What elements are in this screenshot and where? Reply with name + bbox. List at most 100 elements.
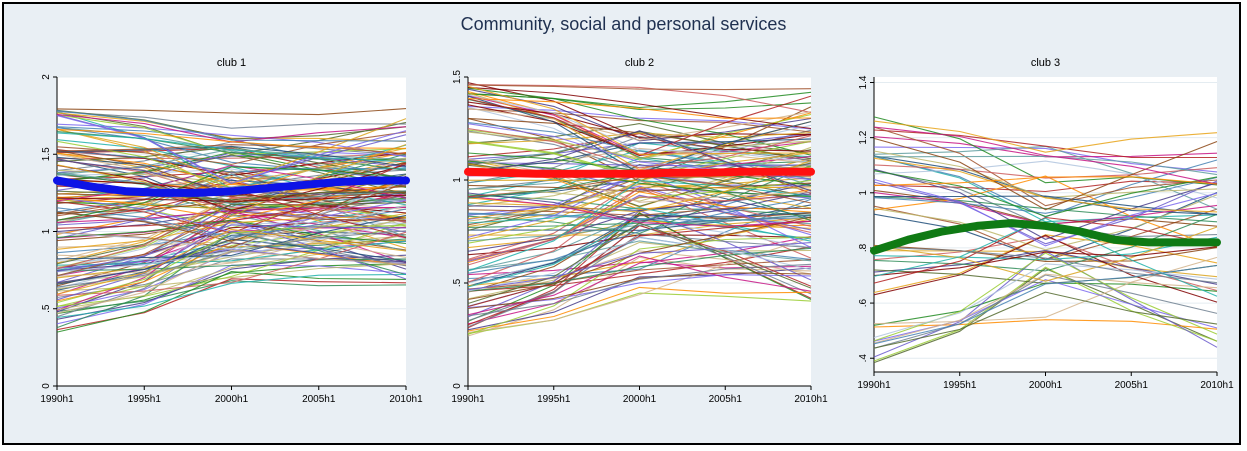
trajectory-line bbox=[467, 179, 812, 244]
trajectory-line bbox=[467, 222, 812, 305]
x-tick-label: 2005h1 bbox=[709, 394, 743, 405]
trajectory-line bbox=[56, 156, 407, 199]
trajectory-line bbox=[56, 153, 407, 203]
trajectory-line bbox=[467, 250, 812, 293]
trajectory-line bbox=[467, 214, 812, 242]
club-average-line bbox=[870, 219, 1221, 255]
trajectory-line bbox=[873, 126, 1218, 185]
trajectory-line bbox=[56, 242, 407, 284]
trajectory-line bbox=[467, 212, 812, 222]
trajectory-line bbox=[873, 168, 1218, 240]
trajectory-line bbox=[56, 112, 407, 143]
trajectory-line bbox=[56, 220, 407, 301]
trajectory-line bbox=[873, 250, 1218, 278]
x-tick-label: 2005h1 bbox=[302, 394, 336, 405]
y-tick-label: .6 bbox=[858, 298, 869, 307]
trajectory-line bbox=[873, 246, 1218, 277]
y-tick-label: 2 bbox=[41, 74, 52, 80]
trajectory-line bbox=[873, 155, 1218, 176]
trajectory-line bbox=[467, 95, 812, 157]
trajectory-line bbox=[873, 291, 1218, 349]
trajectory-line bbox=[873, 264, 1218, 345]
x-tick-label: 1990h1 bbox=[857, 380, 891, 391]
trajectory-line bbox=[873, 155, 1218, 215]
trajectory-line bbox=[467, 212, 812, 322]
trajectory-line bbox=[56, 143, 407, 217]
y-tick-label: 1 bbox=[858, 190, 869, 196]
x-tick-label: 2000h1 bbox=[623, 394, 657, 405]
trajectory-line bbox=[56, 168, 407, 194]
trajectory-line bbox=[873, 274, 1218, 349]
trajectory-line bbox=[467, 107, 812, 141]
trajectory-line bbox=[56, 180, 407, 250]
trajectory-line bbox=[467, 160, 812, 198]
trajectory-line bbox=[56, 270, 407, 333]
y-tick-label: 0 bbox=[41, 383, 52, 389]
panel-title: club 1 bbox=[217, 57, 246, 69]
trajectory-line bbox=[56, 224, 407, 273]
trajectory-line bbox=[467, 237, 812, 292]
trajectory-line bbox=[467, 84, 812, 113]
trajectory-line bbox=[873, 126, 1218, 207]
trajectory-line bbox=[873, 195, 1218, 216]
trajectory-line bbox=[467, 240, 812, 271]
trajectory-line bbox=[467, 97, 812, 119]
trajectory-line bbox=[467, 138, 812, 172]
x-tick-label: 1995h1 bbox=[943, 380, 977, 391]
club-average-line bbox=[464, 167, 815, 178]
trajectory-line bbox=[56, 202, 407, 265]
trajectory-line bbox=[467, 194, 812, 261]
trajectory-line bbox=[467, 191, 812, 222]
x-tick-label: 2000h1 bbox=[215, 394, 249, 405]
trajectory-line bbox=[56, 128, 407, 149]
trajectory-line bbox=[467, 131, 812, 159]
trajectory-line bbox=[56, 231, 407, 296]
trajectory-line bbox=[467, 263, 812, 317]
x-tick-label: 2005h1 bbox=[1115, 380, 1149, 391]
trajectory-line bbox=[56, 230, 407, 288]
trajectory-line bbox=[56, 172, 407, 205]
trajectory-line bbox=[56, 249, 407, 314]
trajectory-line bbox=[56, 228, 407, 295]
trajectory-line bbox=[467, 123, 812, 154]
trajectory-line bbox=[56, 127, 407, 183]
trajectory-line bbox=[467, 255, 812, 316]
trajectory-line bbox=[873, 175, 1218, 248]
trajectory-line bbox=[873, 246, 1218, 284]
trajectory-line bbox=[56, 258, 407, 272]
trajectory-line bbox=[467, 94, 812, 163]
trajectory-line bbox=[873, 178, 1218, 247]
trajectory-line bbox=[873, 157, 1218, 213]
panel-3: .4 .6 .8 1 1.2 1.4 1990h1 1995h1 2000h1 2005h1 201… bbox=[857, 57, 1234, 391]
background-trajectories bbox=[56, 108, 407, 333]
y-tick-label: 1.5 bbox=[452, 70, 463, 84]
x-tick-label: 1990h1 bbox=[451, 394, 485, 405]
trajectory-line bbox=[56, 197, 407, 270]
panel-title: club 3 bbox=[1031, 57, 1060, 69]
trajectory-line bbox=[56, 222, 407, 262]
trajectory-line bbox=[56, 214, 407, 277]
trajectory-line bbox=[467, 219, 812, 284]
trajectory-line bbox=[467, 241, 812, 300]
trajectory-line bbox=[467, 128, 812, 169]
x-tick-label: 2000h1 bbox=[1029, 380, 1063, 391]
trajectory-line bbox=[56, 175, 407, 242]
trajectory-line bbox=[873, 235, 1218, 292]
trajectory-line bbox=[56, 217, 407, 290]
club-average-line bbox=[53, 176, 410, 197]
trajectory-line bbox=[56, 216, 407, 250]
trajectory-line bbox=[467, 236, 812, 335]
panel-2: 0 .5 1 1.5 1990h1 1995h1 2000h1 2005h1 2010h1 clu… bbox=[451, 57, 828, 405]
y-tick-label: 0 bbox=[452, 383, 463, 389]
y-tick-label: .8 bbox=[858, 243, 869, 252]
x-tick-label: 2010h1 bbox=[1200, 380, 1234, 391]
trajectory-line bbox=[467, 85, 812, 155]
trajectory-line bbox=[467, 286, 812, 332]
x-tick-label: 1995h1 bbox=[128, 394, 162, 405]
trajectory-line bbox=[56, 111, 407, 129]
trajectory-line bbox=[873, 180, 1218, 245]
trajectory-line bbox=[56, 194, 407, 240]
trajectory-line bbox=[56, 197, 407, 210]
trajectory-line bbox=[56, 159, 407, 199]
